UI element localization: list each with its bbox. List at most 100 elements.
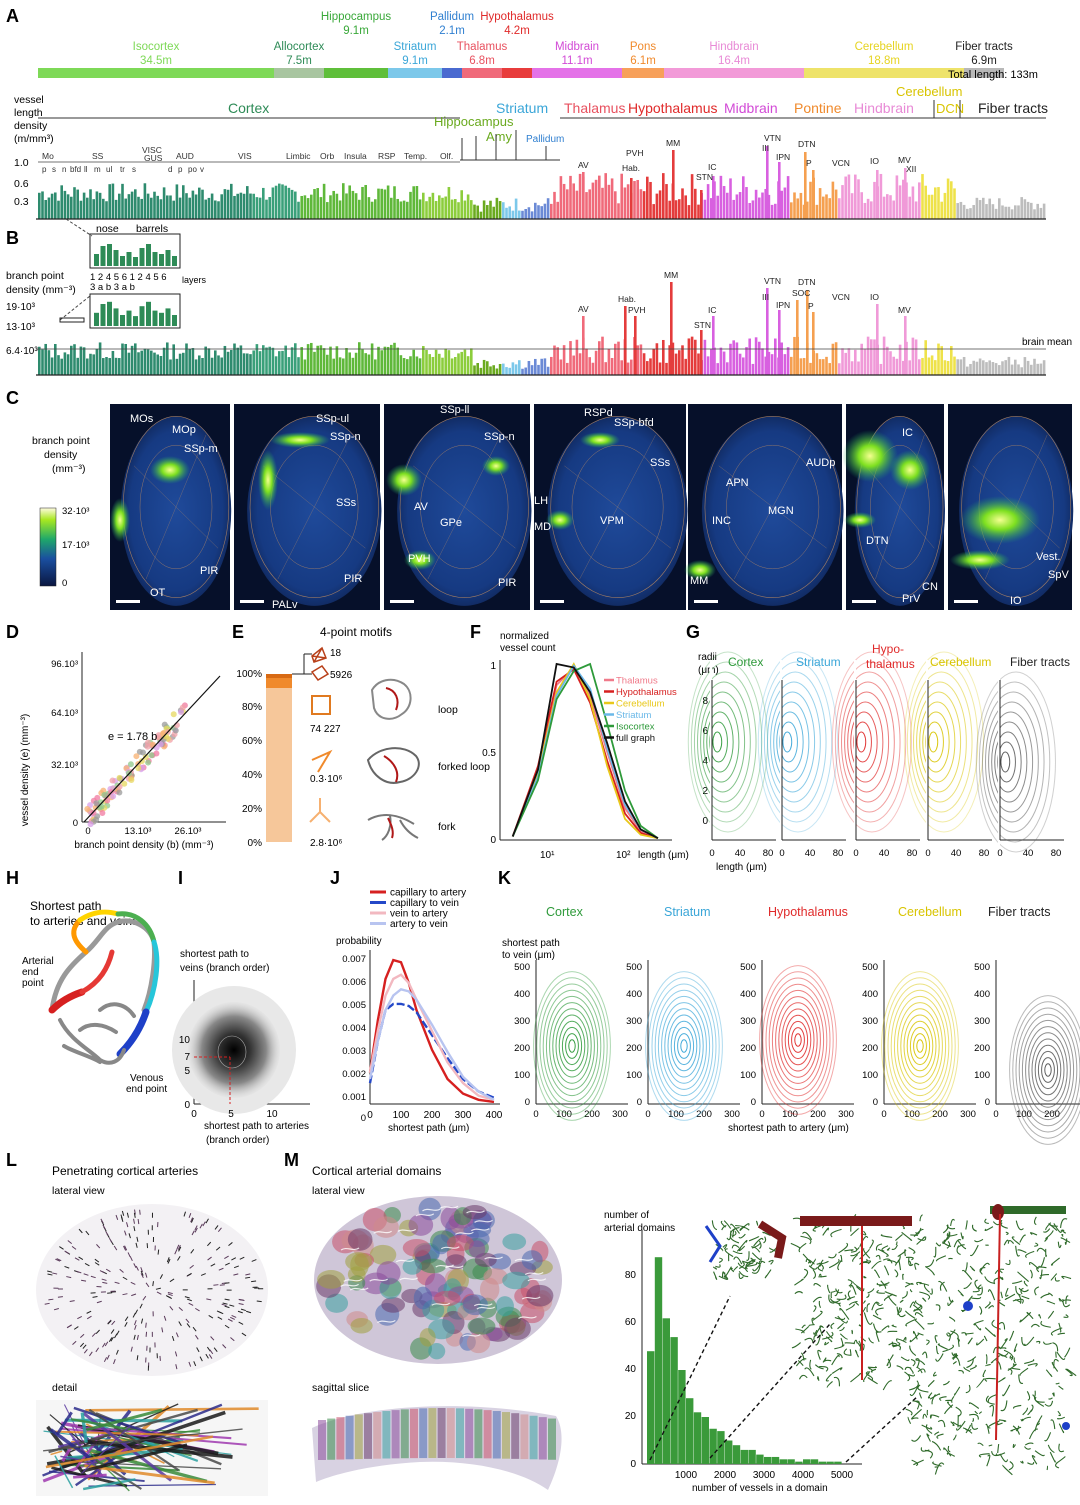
- inset-bar: [133, 257, 138, 266]
- artery-segment: [86, 1310, 92, 1314]
- k-xtick: 0: [533, 1109, 538, 1120]
- artery-segment: [57, 1296, 63, 1298]
- svg-text:SSp-bfd: SSp-bfd: [614, 417, 654, 429]
- density-bar: [630, 359, 633, 375]
- density-bar: [566, 189, 569, 219]
- density-bar: [134, 189, 137, 219]
- density-spike: [700, 330, 703, 375]
- svg-text:IPN: IPN: [776, 300, 790, 310]
- group-dcn: DCN: [936, 101, 964, 116]
- vessel: [1046, 1300, 1056, 1305]
- density-spike: [712, 176, 715, 219]
- density-bar: [934, 360, 937, 375]
- svg-text:Vest.: Vest.: [1036, 551, 1060, 563]
- vessel: [1012, 1443, 1016, 1449]
- artery-segment: [178, 1246, 182, 1252]
- vessel: [723, 1266, 732, 1278]
- density-bar: [1023, 199, 1027, 219]
- density-bar: [732, 340, 735, 375]
- density-bar: [175, 184, 179, 219]
- vessel: [756, 1220, 759, 1226]
- slice-domain: [548, 1418, 556, 1460]
- vessel: [987, 1289, 996, 1301]
- density-contour: [881, 971, 959, 1121]
- vessel: [921, 1424, 933, 1430]
- vessel: [1002, 1464, 1013, 1476]
- svg-text:0: 0: [702, 816, 708, 827]
- svg-text:PrV: PrV: [902, 593, 921, 605]
- density-bar: [514, 198, 518, 219]
- svg-text:Cerebellum: Cerebellum: [898, 905, 962, 919]
- vessel: [907, 1373, 915, 1377]
- density-bar: [745, 347, 748, 375]
- density-bar: [287, 187, 291, 219]
- artery-segment: [105, 1230, 109, 1236]
- density-bar: [281, 184, 284, 219]
- vessel: [1022, 1407, 1028, 1416]
- density-bar: [409, 356, 412, 375]
- svg-text:0.003: 0.003: [342, 1046, 366, 1057]
- vessel: [791, 1342, 801, 1349]
- vessel: [802, 1253, 812, 1264]
- scatter-point: [128, 776, 135, 783]
- vessel: [930, 1414, 932, 1419]
- density-bar: [956, 203, 959, 219]
- density-bar: [646, 176, 649, 219]
- density-bar: [303, 359, 307, 375]
- region-bar-2: [324, 68, 388, 78]
- density-bar: [825, 194, 828, 219]
- legend-label: capillary to vein: [390, 898, 459, 909]
- density-bar: [690, 174, 694, 219]
- d-yticks: 96.10³ 64.10³ 32.10³ 0: [51, 659, 78, 829]
- density-spike: [796, 300, 799, 375]
- density-bar: [716, 363, 719, 375]
- density-contour: [757, 651, 838, 833]
- density-bar: [786, 176, 790, 219]
- density-bar: [415, 356, 419, 375]
- slice-domain: [318, 1420, 326, 1460]
- artery-segment: [108, 1237, 113, 1243]
- svg-text:XII: XII: [906, 164, 916, 174]
- hist-bar: [834, 1461, 842, 1464]
- svg-text:p: p: [178, 165, 183, 174]
- density-bar: [217, 355, 220, 375]
- density-spike: [700, 190, 703, 219]
- density-bar: [38, 346, 41, 375]
- density-bar: [982, 360, 985, 375]
- density-bar: [969, 208, 972, 219]
- slice-domain: [529, 1415, 538, 1460]
- density-bar: [348, 352, 351, 375]
- density-bar: [470, 200, 473, 219]
- vessel: [926, 1433, 931, 1442]
- density-bar: [185, 343, 188, 375]
- hist-bar: [709, 1428, 717, 1464]
- density-contour: [1000, 751, 1011, 773]
- vessel: [798, 1242, 807, 1253]
- vessel: [758, 1240, 762, 1250]
- density-contour: [536, 977, 608, 1115]
- density-bar: [60, 185, 63, 219]
- vessel: [991, 1451, 1002, 1457]
- artery-segment: [175, 1332, 179, 1338]
- vessel: [723, 1220, 732, 1229]
- density-bar: [294, 191, 297, 219]
- artery-segment: [103, 1357, 108, 1363]
- density-bar: [418, 199, 422, 219]
- artery-segment: [67, 1240, 73, 1244]
- density-bar: [873, 339, 876, 375]
- artery-segment: [107, 1320, 112, 1325]
- density-bar: [886, 346, 889, 375]
- scatter-point: [84, 805, 91, 812]
- density-contour: [897, 1002, 943, 1090]
- density-bar: [73, 187, 76, 219]
- density-bar: [60, 358, 63, 375]
- vessel: [984, 1327, 996, 1337]
- density-bar: [342, 358, 345, 375]
- density-bar: [585, 192, 588, 219]
- density-bar: [850, 193, 854, 219]
- density-bar: [406, 359, 409, 375]
- vessel: [919, 1392, 923, 1399]
- artery-segment: [230, 1316, 235, 1320]
- svg-text:5: 5: [184, 1066, 190, 1077]
- density-bar: [543, 358, 547, 375]
